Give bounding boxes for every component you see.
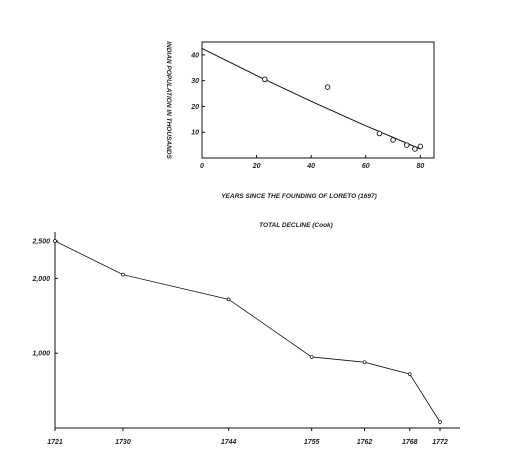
- bottom-x-tick-label: 1730: [115, 439, 131, 446]
- bottom-data-point: [121, 272, 125, 277]
- top-y-axis-label: INDIAN POPULATION IN THOUSANDS: [165, 41, 172, 159]
- bottom-data-point: [438, 420, 442, 424]
- bottom-chart-title: TOTAL DECLINE (Cook): [259, 222, 333, 229]
- top-data-point: [390, 137, 396, 143]
- bottom-series-line: [54, 240, 441, 423]
- bottom-data-point: [309, 355, 314, 359]
- top-y-tick-label: 10: [191, 130, 199, 137]
- bottom-data-point: [53, 239, 57, 243]
- bottom-y-tick-label: 1,000: [32, 351, 50, 358]
- top-data-point: [324, 84, 331, 90]
- bottom-x-tick-label: 1772: [432, 439, 448, 446]
- top-data-point: [417, 143, 424, 150]
- top-x-tick-label: 20: [252, 163, 261, 170]
- bottom-y-tick-label: 2,500: [31, 239, 50, 246]
- top-data-point: [412, 146, 418, 152]
- bottom-y-tick-label: 2,000: [31, 276, 50, 283]
- top-x-tick-label: 60: [362, 163, 370, 170]
- bottom-x-tick-label: 1768: [402, 439, 418, 446]
- top-scatter-chart: 10 20 30 40 0 20 40 60 80 INDIAN POPULATION IN …: [165, 41, 435, 200]
- top-plot-frame: [201, 41, 435, 159]
- top-x-tick-label: 80: [416, 163, 424, 170]
- top-y-tick-label: 40: [190, 52, 199, 59]
- top-x-tick-label: 0: [200, 163, 204, 170]
- bottom-x-tick-label: 1755: [304, 439, 320, 446]
- bottom-x-tick-label: 1721: [47, 439, 63, 446]
- top-data-point: [403, 142, 410, 148]
- top-y-tick-label: 30: [191, 78, 199, 85]
- top-fit-curve: [201, 47, 421, 150]
- top-x-tick-label: 40: [306, 163, 315, 170]
- top-x-axis-label: YEARS SINCE THE FOUNDING OF LORETO (1697…: [221, 193, 377, 200]
- top-y-tick-label: 20: [190, 104, 199, 111]
- bottom-x-tick-label: 1744: [221, 439, 237, 446]
- bottom-data-point: [226, 297, 231, 302]
- bottom-data-point: [407, 372, 412, 376]
- bottom-data-point: [362, 360, 367, 365]
- top-data-point: [376, 130, 383, 137]
- bottom-line-chart: TOTAL DECLINE (Cook) 2,500 2,000 1,000 172…: [31, 222, 460, 446]
- top-data-point: [262, 76, 268, 83]
- bottom-x-tick-label: 1762: [357, 439, 373, 446]
